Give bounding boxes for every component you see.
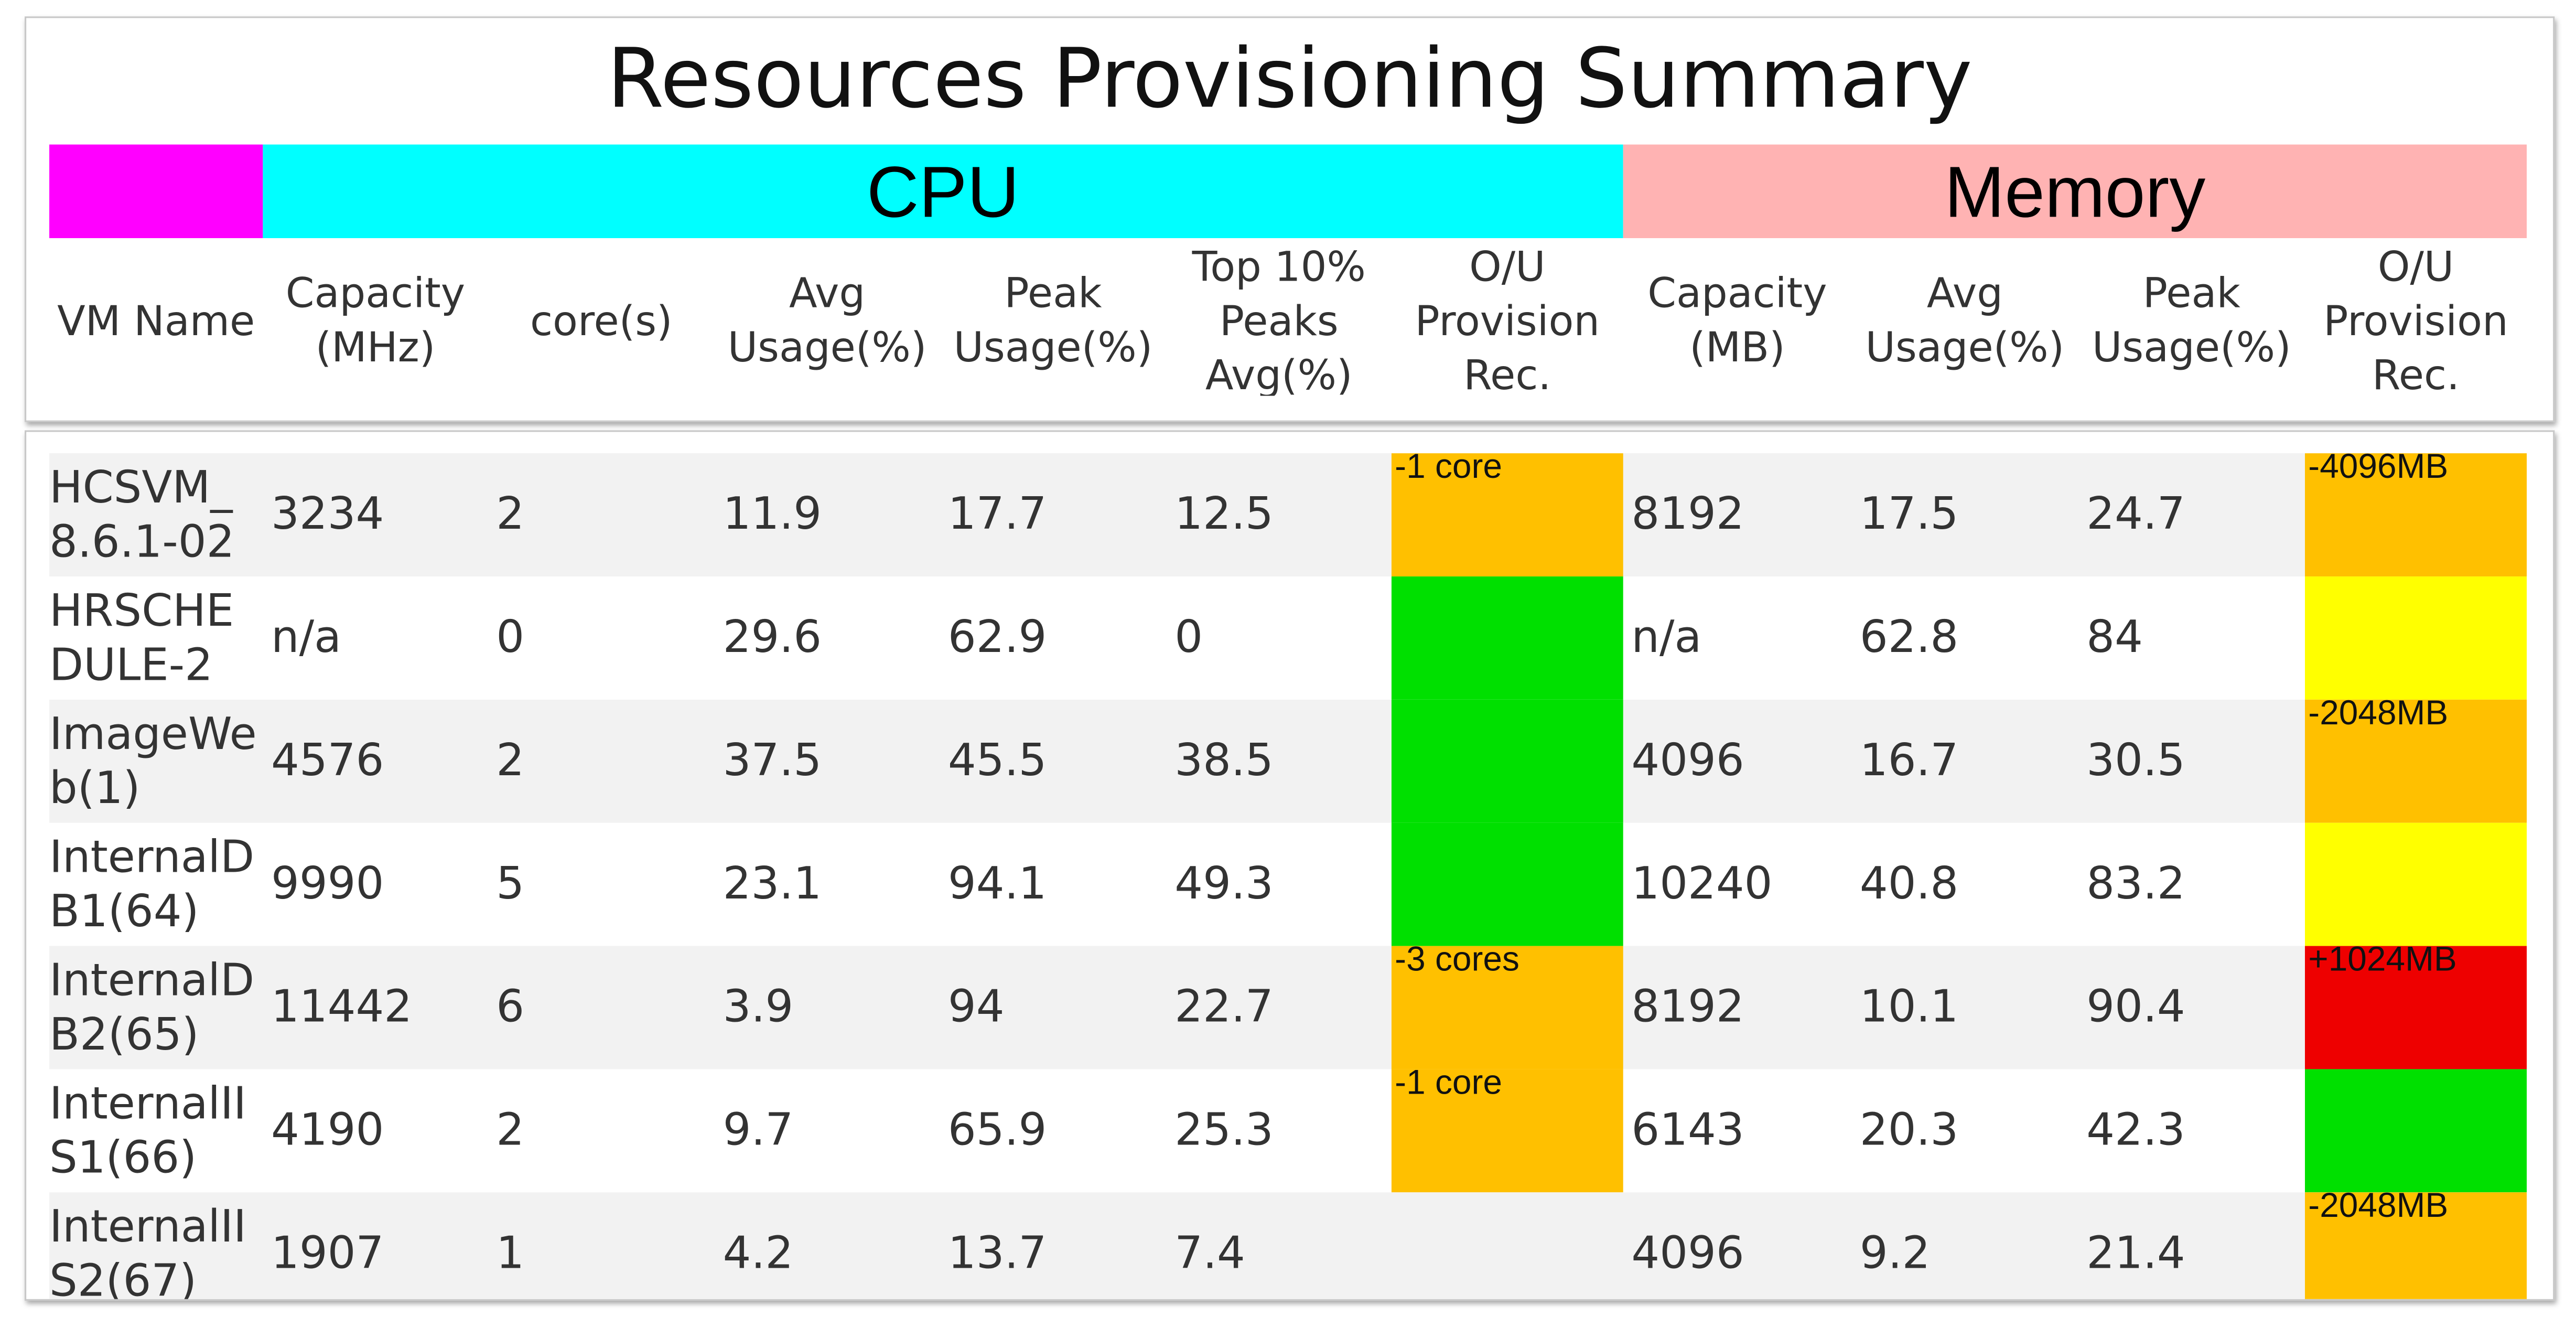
column-header: O/U Provision Rec. [1415, 244, 1600, 396]
column-header: Capacity (MB) [1647, 269, 1827, 371]
recommendation-cell [1391, 576, 1623, 700]
column-header: Peak Usage(%) [953, 269, 1153, 371]
table-cell: 2 [496, 1105, 525, 1157]
table-cell: 3234 [271, 489, 384, 541]
recommendation-cell [2305, 822, 2527, 946]
table-cell: 4576 [271, 735, 384, 787]
vm-name: InternalDB1(64) [49, 831, 255, 937]
recommendation-cell: -3 cores [1391, 946, 1623, 1069]
table-cell: 21.4 [2086, 1228, 2185, 1280]
recommendation-cell [1391, 822, 1623, 946]
group-header [49, 144, 263, 239]
vm-name: HCSVM_8.6.1-02 [49, 462, 235, 568]
table-cell: 5 [496, 859, 525, 910]
table-cell: 9990 [271, 859, 384, 910]
group-header: CPU [263, 144, 1623, 239]
column-header: Avg Usage(%) [727, 269, 927, 371]
table-cell: 90.4 [2086, 982, 2185, 1033]
row-background [49, 1192, 2527, 1299]
table-cell: 7.4 [1174, 1228, 1245, 1280]
vm-name: ImageWeb(1) [49, 709, 257, 814]
recommendation-cell: +1024MB [2305, 946, 2527, 1069]
table-cell: n/a [1631, 612, 1702, 664]
table-cell: 37.5 [723, 735, 822, 787]
table-cell: 94.1 [947, 859, 1047, 910]
table-cell: 13.7 [947, 1228, 1047, 1280]
table-cell: 8192 [1631, 489, 1744, 541]
vm-name: InternalDB2(65) [49, 955, 255, 1061]
row-background [49, 946, 2527, 1069]
table-cell: 16.7 [1859, 735, 1959, 787]
recommendation-cell: -4096MB [2305, 453, 2527, 577]
column-header: O/U Provision Rec. [2323, 244, 2508, 396]
recommendation-cell: -2048MB [2305, 699, 2527, 823]
table-cell: 11442 [271, 982, 413, 1033]
table-cell: 40.8 [1859, 859, 1959, 910]
table-cell: 29.6 [723, 612, 822, 664]
table-cell: 65.9 [947, 1105, 1047, 1157]
table-cell: 42.3 [2086, 1105, 2185, 1157]
table-cell: 94 [947, 982, 1005, 1033]
table-cell: 10240 [1631, 859, 1773, 910]
table-cell: 4.2 [723, 1228, 794, 1280]
table-cell: 45.5 [947, 735, 1047, 787]
table-cell: 11.9 [723, 489, 822, 541]
table-cell: 2 [496, 735, 525, 787]
table-cell: 4096 [1631, 1228, 1744, 1280]
column-header: VM Name [57, 296, 255, 344]
table-cell: 0 [1174, 612, 1203, 664]
row-background [49, 453, 2527, 577]
table-cell: 23.1 [723, 859, 822, 910]
table-cell: 9.2 [1859, 1228, 1931, 1280]
recommendation-cell [1391, 699, 1623, 823]
table-cell: 9.7 [723, 1105, 794, 1157]
table-cell: 0 [496, 612, 525, 664]
table-cell: 17.7 [947, 489, 1047, 541]
table-cell: 84 [2086, 612, 2143, 664]
recommendation-cell: -2048MB [2305, 1192, 2527, 1299]
row-background [49, 699, 2527, 823]
recommendation-cell: -1 core [1391, 453, 1623, 577]
table-cell: 6143 [1631, 1105, 1744, 1157]
table-cell: 22.7 [1174, 982, 1274, 1033]
vm-name: HRSCHEDULE-2 [49, 585, 234, 691]
column-header: Capacity (MHz) [285, 269, 466, 371]
table-cell: 8192 [1631, 982, 1744, 1033]
recommendation-cell [2305, 1069, 2527, 1193]
recommendation-cell: -1 core [1391, 1069, 1623, 1193]
column-header: Avg Usage(%) [1865, 269, 2065, 371]
table-cell: 12.5 [1174, 489, 1274, 541]
column-header: Top 10% Peaks Avg(%) [1192, 244, 1366, 396]
table-cell: n/a [271, 612, 341, 664]
group-header: Memory [1623, 144, 2527, 239]
table-cell: 17.5 [1859, 489, 1959, 541]
title: Resources Provisioning Summary [607, 31, 1973, 127]
table-cell: 20.3 [1859, 1105, 1959, 1157]
table-cell: 30.5 [2086, 735, 2185, 787]
table-cell: 1907 [271, 1228, 384, 1280]
table-cell: 38.5 [1174, 735, 1274, 787]
table-cell: 25.3 [1174, 1105, 1274, 1157]
table-cell: 49.3 [1174, 859, 1274, 910]
table-cell: 24.7 [2086, 489, 2185, 541]
vm-name: InternalIIS1(66) [49, 1078, 246, 1184]
table-cell: 10.1 [1859, 982, 1959, 1033]
header-panel: Resources Provisioning Summary CPU Memory… [24, 16, 2555, 422]
vm-name: InternalIIS2(67) [49, 1201, 246, 1301]
table-cell: 83.2 [2086, 859, 2185, 910]
table-cell: 3.9 [723, 982, 794, 1033]
table-cell: 2 [496, 489, 525, 541]
table-cell: 4096 [1631, 735, 1744, 787]
table-cell: 62.8 [1859, 612, 1959, 664]
table-cell: 62.9 [947, 612, 1047, 664]
table-cell: 1 [496, 1228, 525, 1280]
table-cell: 4190 [271, 1105, 384, 1157]
column-header: Peak Usage(%) [2092, 269, 2291, 371]
table-panel: HCSVM_8.6.1-02 3234 2 11.9 17.7 12.5 -1 core 81… [24, 430, 2555, 1301]
recommendation-cell [2305, 576, 2527, 700]
table-cell: 6 [496, 982, 525, 1033]
column-header: core(s) [530, 296, 673, 344]
